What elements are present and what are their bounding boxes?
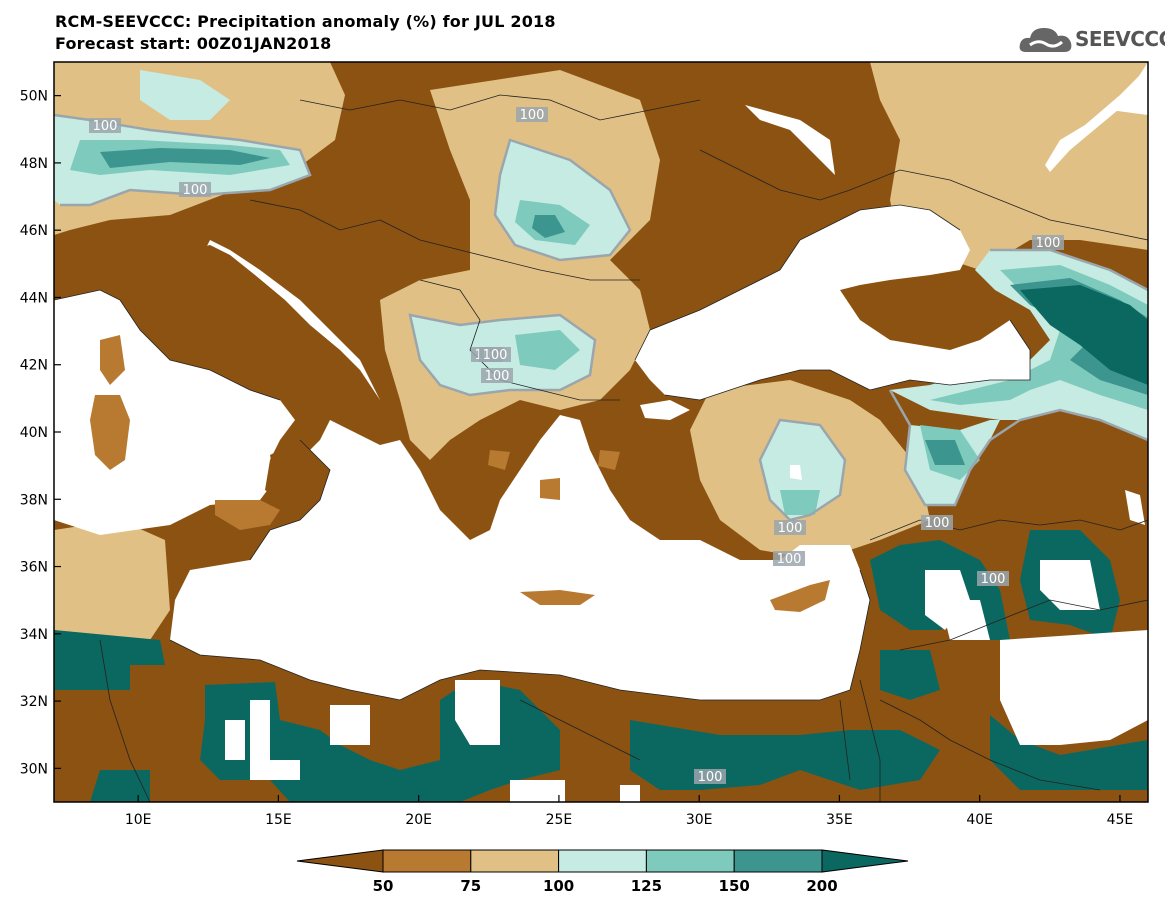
colorbar-box: [558, 849, 647, 873]
svg-text:100: 100: [183, 183, 208, 198]
svg-text:100: 100: [1036, 236, 1061, 251]
contour-label: 100: [921, 515, 953, 531]
map-area: [54, 62, 1148, 802]
borders-coastlines: [54, 94, 1148, 802]
lat-tick-label: 44N: [20, 290, 48, 306]
lon-tick-label: 35E: [826, 812, 853, 828]
lat-tick-label: 50N: [20, 89, 48, 105]
lat-tick-label: 30N: [20, 761, 48, 777]
svg-text:100: 100: [520, 108, 545, 123]
map-title: RCM-SEEVCCC: Precipitation anomaly (%) f…: [55, 12, 556, 31]
contour-label: 100: [479, 347, 511, 363]
lon-tick-label: 45E: [1107, 812, 1134, 828]
colorbar-label: 75: [460, 877, 481, 895]
lat-tick-label: 32N: [20, 694, 48, 710]
svg-text:100: 100: [778, 521, 803, 536]
lon-tick-label: 40E: [966, 812, 993, 828]
lon-tick-label: 15E: [265, 812, 292, 828]
colorbar-label: 125: [631, 877, 662, 895]
contour-label: 100: [773, 551, 805, 567]
colorbar-label: 200: [806, 877, 837, 895]
svg-text:100: 100: [93, 119, 118, 134]
no-data-patches: [225, 465, 1148, 802]
contour-labels: 100100100100100100100100100100100100: [89, 107, 1064, 785]
italy-landmass: [160, 245, 400, 500]
svg-text:100: 100: [925, 516, 950, 531]
svg-text:100: 100: [483, 348, 508, 363]
contour-label: 100: [1032, 235, 1064, 251]
colorbar-box: [733, 849, 823, 873]
lat-tick-label: 46N: [20, 223, 48, 239]
colorbar-high-extension: [821, 849, 909, 873]
lon-tick-label: 20E: [405, 812, 432, 828]
svg-text:100: 100: [698, 770, 723, 785]
contour-100-lines: [54, 113, 1148, 522]
cloud-icon: [1019, 28, 1072, 52]
svg-text:100: 100: [485, 369, 510, 384]
lat-tick-label: 48N: [20, 156, 48, 172]
lat-tick-label: 36N: [20, 560, 48, 576]
lat-tick-label: 42N: [20, 358, 48, 374]
logo-text: SEEVCCC: [1075, 27, 1165, 51]
colorbar-label: 50: [373, 877, 394, 895]
forecast-start-subtitle: Forecast start: 00Z01JAN2018: [55, 34, 332, 53]
colorbar-box: [382, 849, 472, 873]
contour-label: 100: [694, 769, 726, 785]
lat-tick-label: 34N: [20, 627, 48, 643]
contour-label: 100: [516, 107, 548, 123]
lat-tick-label: 40N: [20, 425, 48, 441]
lon-tick-label: 30E: [686, 812, 713, 828]
contour-label: 100: [481, 368, 513, 384]
contour-label: 100: [774, 520, 806, 536]
contour-label: 100: [977, 571, 1009, 587]
colorbar-low-extension: [296, 849, 384, 873]
colorbar-label: 150: [719, 877, 750, 895]
contour-label: 100: [179, 182, 211, 198]
longitude-ticks: 10E 15E 20E 25E 30E 35E 40E 45E: [125, 795, 1133, 828]
svg-text:100: 100: [777, 552, 802, 567]
lon-tick-label: 10E: [125, 812, 152, 828]
colorbar-label: 100: [543, 877, 574, 895]
contour-label: 100: [89, 118, 121, 134]
seas: [54, 62, 1148, 700]
seevccc-logo: SEEVCCC: [1018, 22, 1165, 56]
colorbar: 50 75 100 125 150 200: [296, 849, 909, 895]
svg-text:100: 100: [981, 572, 1006, 587]
latitude-ticks: 30N 32N 34N 36N 38N 40N 42N 44N 46N 48N 50N: [20, 89, 61, 777]
colorbar-box: [645, 849, 735, 873]
colorbar-box: [470, 849, 560, 873]
islands: [90, 335, 830, 612]
lon-tick-label: 25E: [546, 812, 573, 828]
lat-tick-label: 38N: [20, 492, 48, 508]
